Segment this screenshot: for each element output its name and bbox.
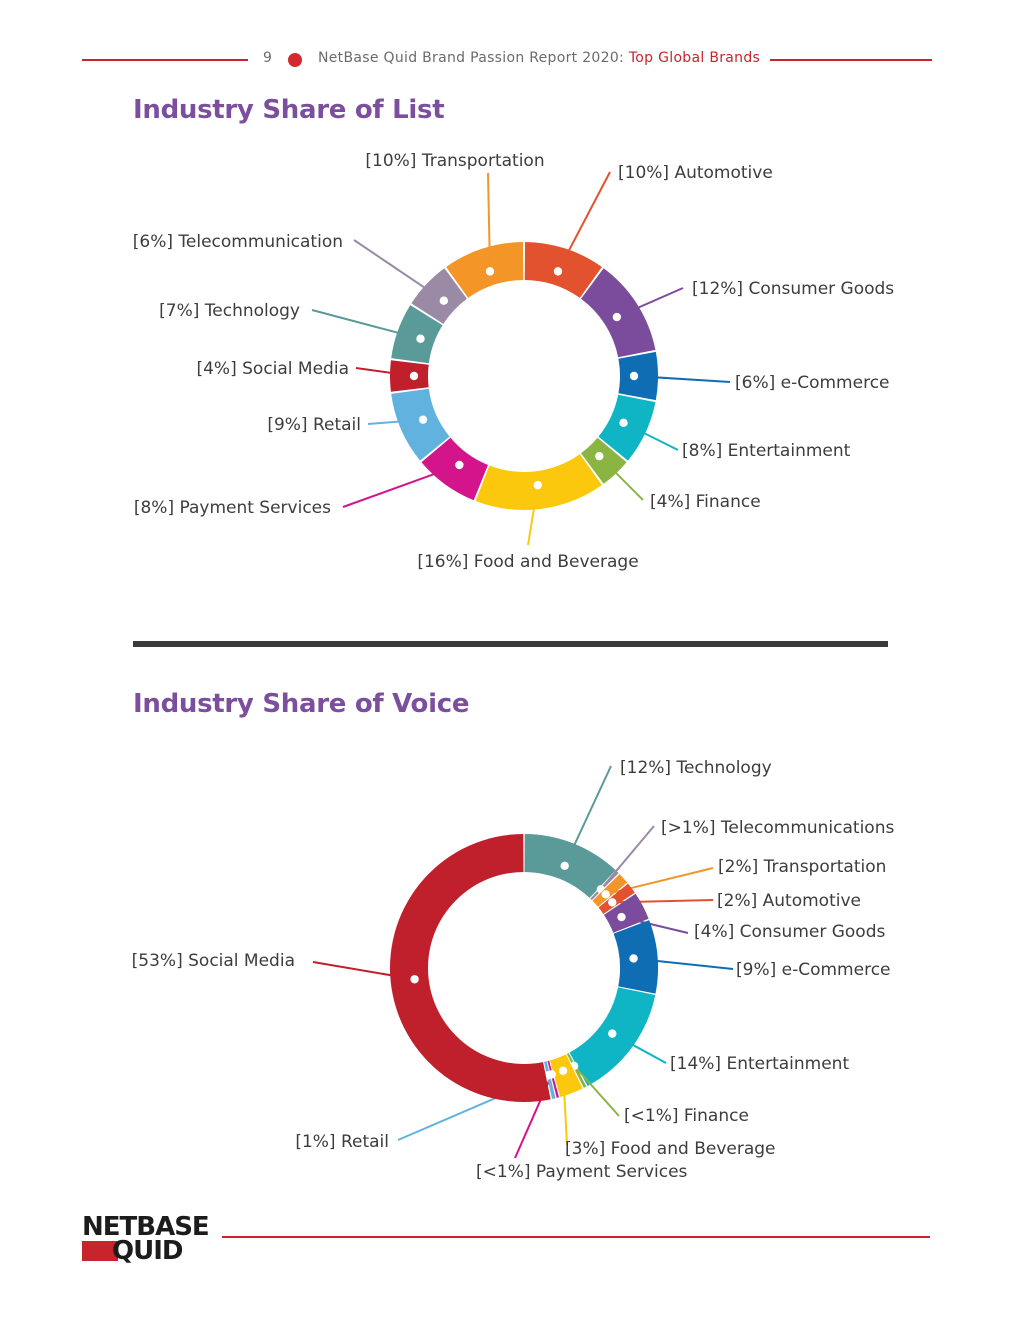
label-social-media: [53%] Social Media (132, 951, 295, 971)
label-food-and-beverage: [16%] Food and Beverage (417, 552, 638, 572)
slice-entertainment (598, 394, 656, 461)
anchor-dot-automotive (553, 267, 563, 276)
leader-line-finance (573, 1065, 620, 1117)
slice-technology (524, 834, 616, 898)
label-social-media: [4%] Social Media (196, 359, 349, 379)
slice-automotive (598, 883, 635, 915)
label-entertainment: [8%] Entertainment (682, 441, 851, 461)
label-entertainment: [14%] Entertainment (670, 1054, 849, 1074)
voice-donut-chart: [12%] Technology [>1%] Telecommunications… (132, 758, 895, 1182)
report-title: NetBase Quid Brand Passion Report 2020: (318, 50, 625, 66)
anchor-dot-technology (560, 861, 569, 871)
label-finance: [<1%] Finance (624, 1106, 749, 1126)
slice-payment-services (547, 1060, 560, 1098)
logo-text-netbase: NETBASE (82, 1212, 210, 1242)
label-automotive: [10%] Automotive (618, 163, 773, 183)
leader-line-payment-services (342, 464, 460, 508)
label-retail: [1%] Retail (295, 1132, 389, 1152)
label-food-and-beverage: [3%] Food and Beverage (565, 1139, 776, 1159)
slice-transportation (592, 874, 628, 907)
leader-line-consumer-goods (616, 287, 684, 318)
leader-line-technology (563, 765, 612, 867)
anchor-dot-payment-services (455, 460, 464, 470)
leader-line-telecommunication (353, 239, 445, 302)
label-transportation: [10%] Transportation (365, 151, 544, 171)
logo-text-quid: QUID (112, 1236, 183, 1266)
anchor-dot-automotive (608, 898, 617, 907)
anchor-dot-consumer-goods (612, 312, 622, 322)
anchor-dot-entertainment (608, 1029, 617, 1038)
header-rule-left (82, 59, 248, 61)
slice-consumer-goods (581, 268, 656, 358)
anchor-dot-food-and-beverage (533, 480, 542, 490)
footer-rule (222, 1236, 930, 1238)
label-finance: [4%] Finance (650, 492, 761, 512)
slice-telecommunication (411, 268, 467, 324)
leader-line-telecommunications (600, 825, 655, 890)
slice-finance (566, 1052, 587, 1088)
label-e-commerce: [9%] e-Commerce (736, 960, 891, 980)
label-technology: [12%] Technology (620, 758, 772, 778)
label-consumer-goods: [4%] Consumer Goods (694, 922, 885, 942)
anchor-dot-telecommunication (439, 296, 449, 305)
label-telecommunication: [6%] Telecommunication (133, 232, 343, 252)
section-divider (133, 641, 888, 647)
anchor-dot-entertainment (619, 418, 628, 428)
leader-line-e-commerce (633, 957, 734, 970)
slice-food-and-beverage (549, 1054, 583, 1098)
label-telecommunications: [>1%] Telecommunications (661, 818, 894, 838)
label-retail: [9%] Retail (267, 415, 361, 435)
slice-retail (544, 1061, 556, 1100)
label-payment-services: [8%] Payment Services (134, 498, 331, 518)
label-technology: [7%] Technology (159, 301, 300, 321)
anchor-dot-transportation (485, 267, 495, 276)
label-automotive: [2%] Automotive (717, 891, 861, 911)
leader-line-automotive (557, 171, 611, 272)
report-header: NetBase Quid Brand Passion Report 2020: … (318, 50, 760, 66)
list-donut-chart: [10%] Automotive [12%] Consumer Goods [6%]… (133, 151, 895, 572)
report-subtitle: Top Global Brands (628, 50, 761, 66)
slice-retail (391, 388, 450, 461)
logo-red-block (82, 1241, 118, 1261)
label-payment-services: [<1%] Payment Services (476, 1162, 688, 1182)
leader-line-entertainment (611, 1032, 667, 1064)
leader-line-e-commerce (633, 375, 731, 383)
anchor-dot-e-commerce (629, 371, 639, 381)
slice-consumer-goods (603, 893, 649, 933)
slice-transportation (446, 242, 524, 298)
anchor-dot-retail (544, 1071, 553, 1080)
anchor-dot-social-media (409, 371, 419, 381)
label-consumer-goods: [12%] Consumer Goods (692, 279, 894, 299)
label-transportation: [2%] Transportation (718, 857, 886, 877)
anchor-dot-food-and-beverage (558, 1066, 568, 1076)
leader-line-social-media (312, 961, 415, 981)
label-e-commerce: [6%] e-Commerce (735, 373, 890, 393)
slice-social-media (389, 834, 551, 1103)
page-number: 9 (263, 50, 273, 66)
leader-line-entertainment (623, 421, 679, 451)
slice-automotive (524, 242, 602, 298)
anchor-dot-social-media (410, 975, 419, 984)
leader-line-consumer-goods (621, 916, 689, 934)
leader-line-transportation (487, 172, 492, 272)
header-rule-right (770, 59, 932, 61)
leader-line-social-media (355, 367, 415, 377)
header-dot-icon (288, 53, 302, 67)
netbase-quid-logo: NETBASE QUID (82, 1214, 212, 1264)
anchor-dot-transportation (601, 890, 610, 899)
slice-technology (391, 305, 443, 364)
leader-line-technology (311, 309, 421, 340)
leader-line-food-and-beverage (527, 484, 539, 546)
slice-payment-services (421, 437, 488, 501)
leader-line-retail (367, 418, 424, 425)
leader-line-food-and-beverage (562, 1070, 568, 1146)
anchor-dot-e-commerce (629, 954, 638, 963)
anchor-dot-consumer-goods (617, 912, 626, 922)
list-section-title: Industry Share of List (133, 95, 445, 125)
anchor-dot-technology (416, 334, 425, 343)
voice-section-title: Industry Share of Voice (133, 689, 470, 719)
anchor-dot-finance (595, 451, 604, 461)
leader-line-finance (598, 455, 644, 501)
anchor-dot-retail (418, 415, 428, 424)
